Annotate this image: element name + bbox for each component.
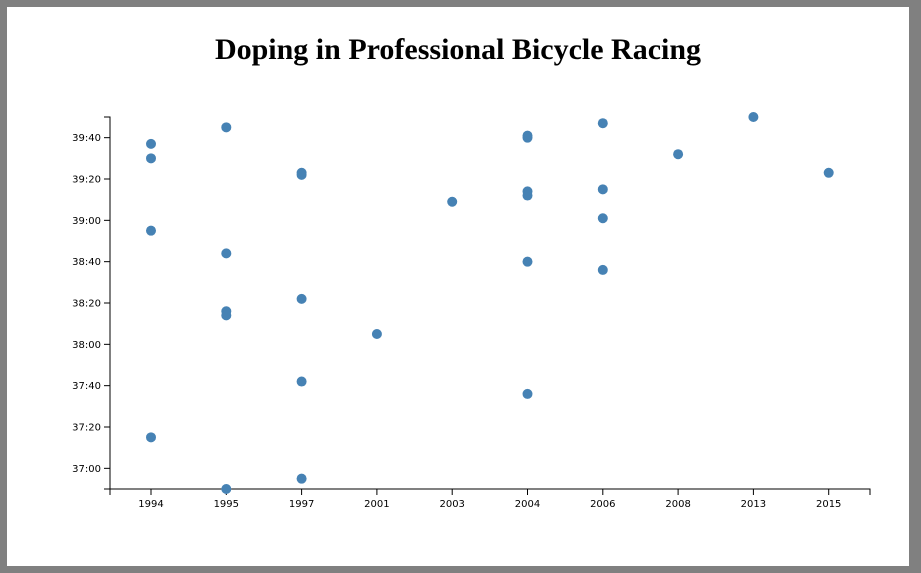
- data-points: [146, 112, 834, 494]
- data-point[interactable]: [221, 248, 232, 259]
- data-point[interactable]: [146, 225, 156, 236]
- x-tick-label: 2008: [665, 499, 690, 510]
- data-point[interactable]: [522, 190, 533, 201]
- data-point[interactable]: [221, 122, 232, 133]
- y-tick-label: 39:00: [72, 216, 101, 227]
- data-point[interactable]: [597, 213, 608, 224]
- y-tick-label: 39:20: [72, 175, 101, 186]
- x-tick-label: 1995: [214, 499, 239, 510]
- data-point[interactable]: [371, 329, 382, 339]
- x-axis-line: [109, 488, 871, 495]
- chart-panel: Doping in Professional Bicycle Racing 37…: [7, 7, 909, 566]
- y-tick-label: 38:00: [72, 340, 101, 351]
- data-point[interactable]: [673, 149, 684, 160]
- data-point[interactable]: [447, 196, 458, 207]
- x-tick-label: 1997: [289, 499, 314, 510]
- data-point[interactable]: [748, 112, 759, 122]
- data-point[interactable]: [597, 184, 608, 195]
- x-axis: 1994 1995 1997 2001 2003 2004 2006 2008 2013 2015: [109, 488, 871, 510]
- x-tick-label: 2015: [816, 499, 841, 510]
- y-tick-label: 37:20: [72, 423, 101, 434]
- x-tick-label: 2004: [515, 499, 540, 510]
- data-point[interactable]: [146, 138, 156, 149]
- y-tick-label: 38:20: [72, 299, 101, 310]
- y-tick-label: 37:00: [72, 464, 101, 475]
- data-point[interactable]: [221, 310, 232, 321]
- data-point[interactable]: [296, 169, 307, 180]
- data-point[interactable]: [296, 293, 307, 304]
- data-point[interactable]: [146, 432, 156, 443]
- data-point[interactable]: [522, 132, 533, 143]
- x-tick-label: 2013: [741, 499, 766, 510]
- chart-title: Doping in Professional Bicycle Racing: [214, 33, 702, 66]
- y-tick-label: 38:40: [72, 257, 101, 268]
- data-point[interactable]: [146, 153, 156, 164]
- y-axis: 37:00 37:20 37:40 38:00 38:20 38:40 39:00 39:20…: [72, 116, 111, 490]
- data-point[interactable]: [221, 484, 232, 494]
- data-point[interactable]: [522, 388, 533, 399]
- x-tick-label: 2003: [439, 499, 464, 510]
- data-point[interactable]: [597, 118, 608, 129]
- x-tick-label: 2001: [364, 499, 389, 510]
- data-point[interactable]: [296, 376, 307, 387]
- x-tick-label: 2006: [590, 499, 615, 510]
- y-tick-label: 39:40: [72, 133, 101, 144]
- scatter-plot: 37:00 37:20 37:40 38:00 38:20 38:40 39:00 39:20…: [72, 112, 871, 510]
- y-tick-label: 37:40: [72, 381, 101, 392]
- data-point[interactable]: [823, 167, 834, 178]
- data-point[interactable]: [296, 473, 307, 484]
- data-point[interactable]: [597, 264, 608, 275]
- x-tick-label: 1994: [138, 499, 163, 510]
- data-point[interactable]: [522, 256, 533, 267]
